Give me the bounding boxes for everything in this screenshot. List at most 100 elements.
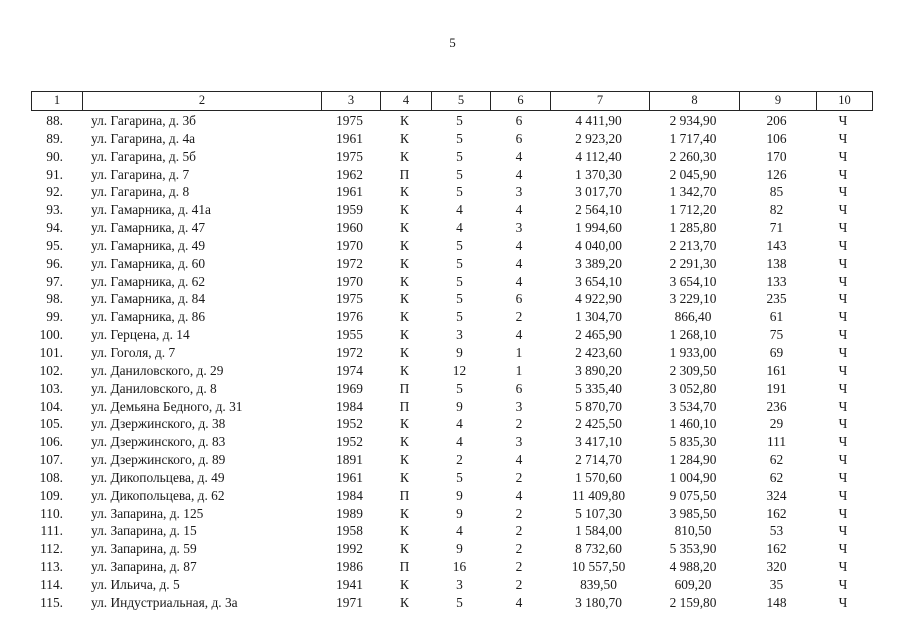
year-built: 1974 [336, 362, 363, 378]
year-built: 1961 [336, 184, 363, 200]
entrances: 6 [515, 291, 523, 307]
table-row: 92. ул. Гагарина, д. 8 1961 К 5 3 3 017,… [31, 183, 873, 201]
floors: 5 [456, 291, 463, 307]
year-built: 1891 [336, 452, 363, 468]
address: ул. Дзержинского, д. 83 [91, 434, 226, 450]
address: ул. Гамарника, д. 84 [91, 291, 206, 307]
residents: 126 [766, 166, 787, 182]
table-row: 109. ул. Дикопольцева, д. 62 1984 П 9 4 … [31, 487, 873, 505]
address: ул. Гагарина, д. 7 [91, 166, 190, 182]
wall-material: П [399, 380, 410, 396]
residents: 69 [769, 344, 784, 360]
entrances: 4 [515, 202, 523, 218]
entrances: 2 [515, 541, 523, 557]
wall-material: К [400, 362, 409, 378]
address: ул. Ильича, д. 5 [91, 576, 180, 592]
floors: 5 [456, 148, 463, 164]
wall-material: П [399, 166, 410, 182]
ownership-mark: Ч [838, 576, 848, 592]
table-row: 102. ул. Даниловского, д. 29 1974 К 12 1… [31, 362, 873, 380]
floors: 4 [456, 416, 463, 432]
address: ул. Герцена, д. 14 [91, 327, 190, 343]
ownership-mark: Ч [838, 452, 848, 468]
column-header-9: 9 [739, 92, 816, 110]
address: ул. Дзержинского, д. 38 [91, 416, 226, 432]
living-area: 866,40 [674, 309, 712, 325]
column-header-2: 2 [82, 92, 321, 110]
year-built: 1958 [336, 523, 363, 539]
wall-material: К [400, 523, 409, 539]
address: ул. Запарина, д. 15 [91, 523, 197, 539]
address: ул. Дзержинского, д. 89 [91, 452, 226, 468]
floors: 4 [456, 523, 463, 539]
total-area: 2 423,60 [575, 344, 622, 360]
entrances: 4 [515, 327, 523, 343]
year-built: 1970 [336, 237, 363, 253]
entrances: 6 [515, 113, 523, 128]
living-area: 1 712,20 [669, 202, 717, 218]
residents: 29 [769, 416, 784, 432]
year-built: 1975 [336, 291, 363, 307]
living-area: 2 045,90 [669, 166, 717, 182]
living-area: 3 229,10 [669, 291, 717, 307]
table-row: 96. ул. Гамарника, д. 60 1972 К 5 4 3 38… [31, 255, 873, 273]
wall-material: П [399, 487, 410, 503]
entrances: 3 [515, 434, 523, 450]
ownership-mark: Ч [838, 255, 848, 271]
table-row: 111. ул. Запарина, д. 15 1958 К 4 2 1 58… [31, 522, 873, 540]
row-number: 91. [46, 166, 63, 182]
row-number: 109. [39, 487, 63, 503]
total-area: 2 465,90 [575, 327, 622, 343]
entrances: 3 [515, 398, 523, 414]
living-area: 1 268,10 [669, 327, 717, 343]
row-number: 94. [46, 220, 63, 236]
address: ул. Гамарника, д. 60 [91, 255, 206, 271]
floors: 9 [456, 505, 463, 521]
floors: 5 [456, 380, 463, 396]
ownership-mark: Ч [838, 220, 848, 236]
table-row: 108. ул. Дикопольцева, д. 49 1961 К 5 2 … [31, 469, 873, 487]
floors: 5 [456, 184, 463, 200]
table-row: 90. ул. Гагарина, д. 5б 1975 К 5 4 4 112… [31, 148, 873, 166]
wall-material: К [400, 291, 409, 307]
floors: 2 [456, 452, 463, 468]
row-number: 89. [46, 130, 63, 146]
residents: 162 [766, 505, 787, 521]
column-header-7: 7 [550, 92, 649, 110]
wall-material: К [400, 469, 409, 485]
address: ул. Даниловского, д. 8 [91, 380, 217, 396]
living-area: 2 934,90 [669, 113, 717, 128]
living-area: 2 260,30 [669, 148, 717, 164]
row-number: 105. [39, 416, 63, 432]
ownership-mark: Ч [838, 487, 848, 503]
ownership-mark: Ч [838, 380, 848, 396]
year-built: 1971 [336, 594, 363, 610]
living-area: 3 534,70 [669, 398, 717, 414]
table-row: 104. ул. Демьяна Бедного, д. 31 1984 П 9… [31, 398, 873, 416]
table-row: 98. ул. Гамарника, д. 84 1975 К 5 6 4 92… [31, 290, 873, 308]
total-area: 5 870,70 [575, 398, 622, 414]
table-row: 106. ул. Дзержинского, д. 83 1952 К 4 3 … [31, 433, 873, 451]
living-area: 2 309,50 [669, 362, 717, 378]
floors: 5 [456, 255, 463, 271]
year-built: 1941 [336, 576, 363, 592]
residents: 138 [766, 255, 787, 271]
total-area: 8 732,60 [575, 541, 622, 557]
year-built: 1952 [336, 434, 363, 450]
floors: 4 [456, 434, 463, 450]
living-area: 4 988,20 [669, 559, 717, 575]
address: ул. Гоголя, д. 7 [91, 344, 176, 360]
total-area: 2 425,50 [575, 416, 622, 432]
wall-material: К [400, 184, 409, 200]
floors: 5 [456, 130, 463, 146]
wall-material: П [399, 559, 410, 575]
living-area: 1 342,70 [669, 184, 717, 200]
living-area: 1 460,10 [669, 416, 717, 432]
year-built: 1972 [336, 255, 363, 271]
row-number: 93. [46, 202, 63, 218]
year-built: 1961 [336, 469, 363, 485]
ownership-mark: Ч [838, 344, 848, 360]
total-area: 3 890,20 [575, 362, 622, 378]
floors: 5 [456, 309, 463, 325]
row-number: 107. [39, 452, 63, 468]
